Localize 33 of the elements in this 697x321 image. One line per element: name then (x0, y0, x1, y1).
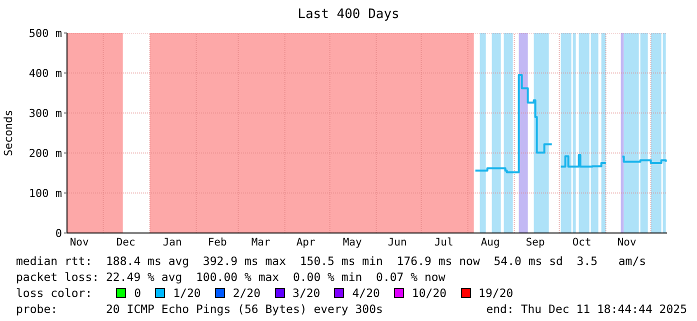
chart-title: Last 400 Days (296, 7, 400, 22)
x-tick-label: May (342, 236, 362, 248)
x-tick-label: Feb (208, 236, 227, 248)
text: packet loss: 22.49 % avg 100.00 % max 0.00 % min 0.07 % now (16, 270, 446, 284)
y-tick-label: 500 m (28, 26, 62, 40)
text: 2/20 (232, 286, 261, 300)
x-tick-label: Apr (296, 236, 316, 248)
text: loss color: (16, 286, 92, 300)
x-tick-label: Dec (116, 236, 136, 248)
y-axis-title: Seconds (2, 110, 15, 156)
y-tick-label: 100 m (28, 186, 62, 200)
x-tick-label: Nov (70, 236, 89, 248)
x-tick-label: Nov (617, 236, 636, 248)
text: median rtt: 188.4 ms avg 392.9 ms max 150.5 ms min 176.9 ms now 54.0 ms sd 3.5 am/s (16, 254, 646, 268)
text: probe: 20 ICMP Echo Pings (56 Bytes) every 300s (16, 302, 383, 316)
x-tick-label: Sep (526, 236, 545, 248)
text: 10/20 (412, 286, 447, 300)
x-tick-label: Jun (388, 236, 407, 248)
text: 0 (134, 286, 142, 300)
x-tick-label: Mar (251, 236, 270, 248)
text: end: Thu Dec 11 18:44:44 2025 (486, 302, 687, 316)
x-tick-label: Jul (434, 236, 454, 248)
text: 1/20 (173, 286, 201, 300)
x-tick-label: Jan (162, 236, 182, 248)
x-tick-label: Oct (572, 236, 592, 248)
y-tick-label: 0 (55, 226, 62, 240)
text: 19/20 (478, 286, 514, 300)
y-tick-label: 300 m (28, 106, 62, 120)
y-tick-label: 200 m (28, 146, 62, 160)
y-tick-label: 400 m (28, 66, 62, 80)
x-tick-label: Aug (480, 236, 500, 248)
text: 4/20 (352, 286, 380, 300)
text: 3/20 (292, 286, 320, 300)
